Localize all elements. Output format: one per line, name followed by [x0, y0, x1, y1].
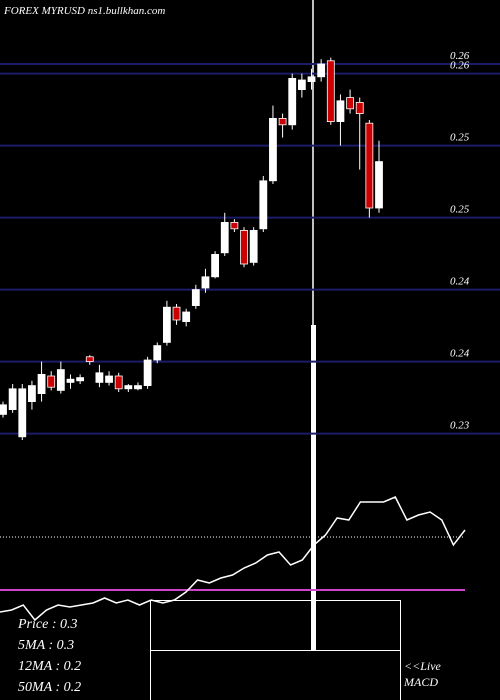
- candle-body: [105, 375, 113, 383]
- candle-body: [182, 311, 191, 323]
- candle-body: [153, 345, 162, 361]
- candle-body: [28, 385, 36, 403]
- candle-body: [191, 289, 200, 307]
- candle-body: [269, 118, 277, 182]
- candle-body: [134, 385, 142, 390]
- candle-body: [240, 229, 248, 265]
- macd-line: [0, 496, 466, 622]
- candle-body: [95, 372, 104, 383]
- info-box: [150, 600, 401, 651]
- candle-body: [375, 161, 383, 209]
- y-tick-label: 0.26: [450, 50, 470, 62]
- candle-body: [172, 306, 181, 321]
- y-tick-label: 0.25: [450, 204, 470, 216]
- candle-body: [56, 369, 65, 391]
- chart-title: FOREX MYRUSD ns1.bullkhan.com: [3, 5, 165, 17]
- candle-body: [124, 385, 133, 390]
- candle-body: [114, 375, 123, 390]
- legend-text: 5MA : 0.3: [18, 638, 74, 653]
- candle-body: [307, 76, 316, 83]
- candle-body: [47, 375, 56, 388]
- candle-body: [8, 388, 17, 410]
- candle-body: [76, 377, 85, 382]
- candle-body: [18, 388, 27, 438]
- candle-body: [278, 118, 287, 126]
- candle-body: [220, 221, 229, 254]
- y-tick-label: 0.23: [450, 420, 470, 432]
- y-tick-label: 0.26: [450, 60, 470, 72]
- legend-text: 50MA : 0.2: [18, 680, 81, 695]
- candle-body: [288, 78, 297, 126]
- candle-body: [249, 229, 258, 263]
- candle-body: [326, 60, 335, 122]
- candle-body: [230, 221, 239, 230]
- candle-body: [37, 373, 46, 394]
- candle-body: [317, 63, 326, 78]
- candle-body: [162, 306, 171, 343]
- y-tick-label: 0.25: [450, 132, 470, 144]
- candle-body: [66, 378, 75, 383]
- candle-body: [143, 359, 152, 387]
- legend-text: Price : 0.3: [17, 617, 77, 632]
- candle-body: [0, 404, 7, 415]
- footer-label: <<Live: [404, 659, 442, 673]
- y-tick-label: 0.24: [450, 348, 470, 360]
- candle-body: [211, 253, 220, 278]
- candle-body: [336, 100, 345, 123]
- candle-body: [355, 102, 364, 115]
- legend-text: 12MA : 0.2: [18, 659, 81, 674]
- y-tick-label: 0.24: [450, 276, 470, 288]
- cursor-bar: [311, 325, 316, 650]
- footer-label: MACD: [403, 675, 438, 689]
- candle-body: [365, 122, 374, 209]
- candle-body: [297, 79, 306, 90]
- candle-body: [85, 356, 94, 362]
- candle-body: [201, 276, 210, 289]
- candle-body: [259, 180, 268, 230]
- candle-body: [346, 97, 354, 110]
